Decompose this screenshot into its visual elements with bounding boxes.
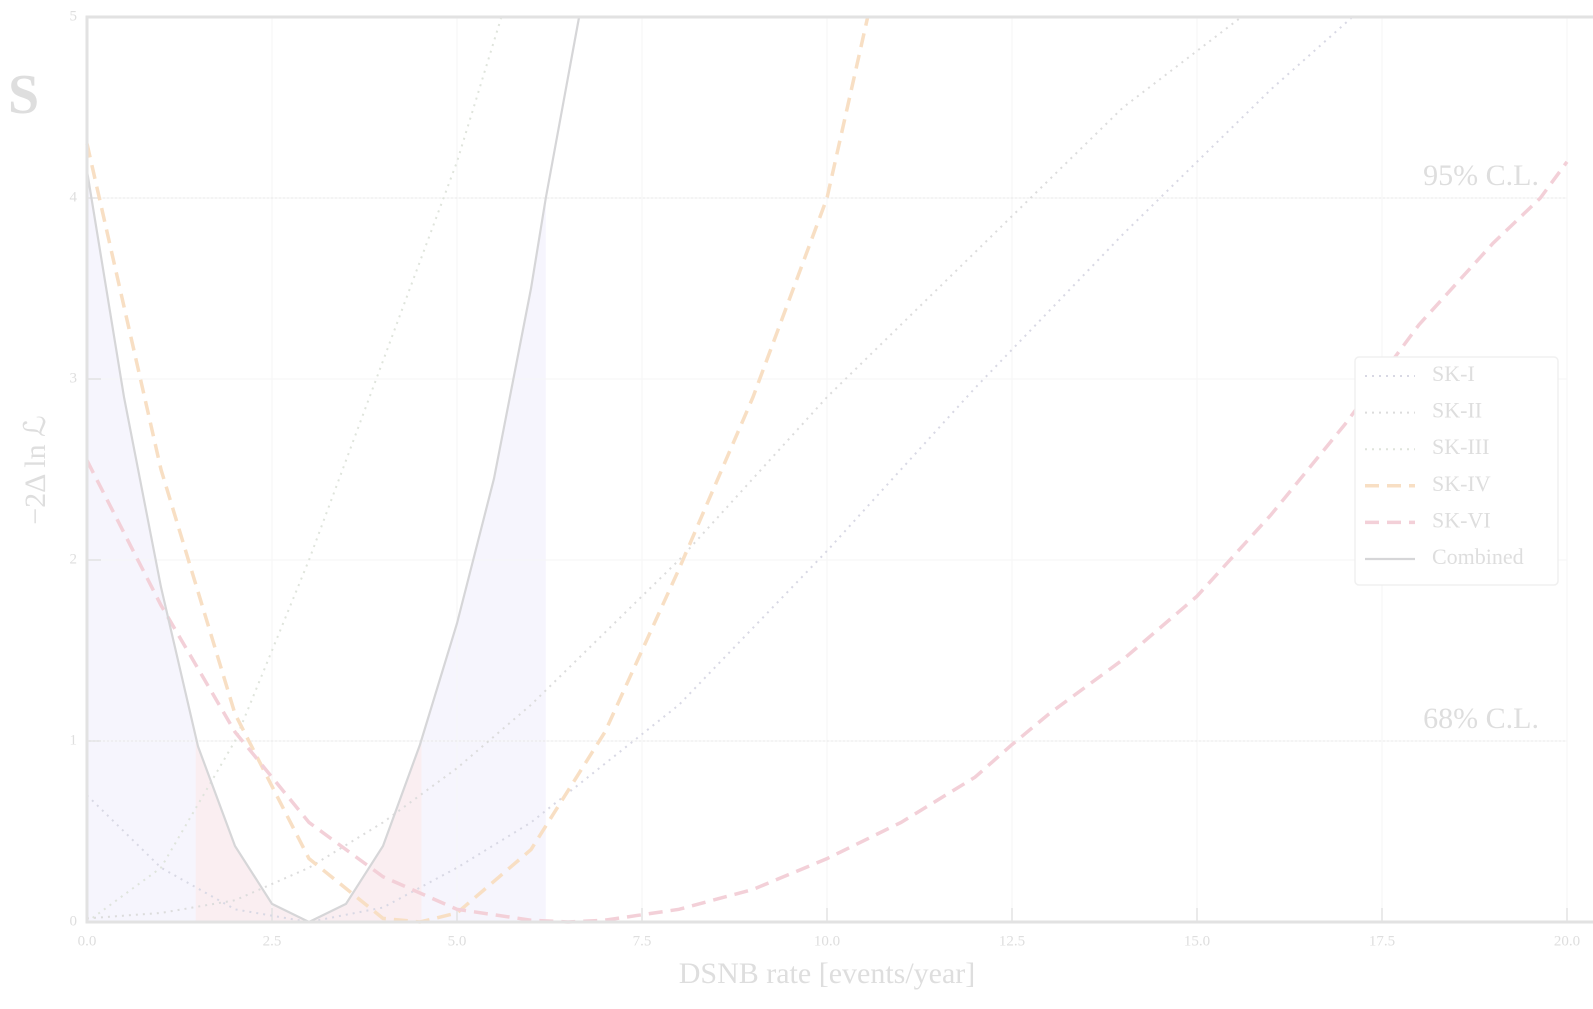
y-tick-label: 1 xyxy=(70,732,78,748)
y-tick-label: 2 xyxy=(70,551,78,567)
y-axis-label: −2Δ ln ℒ xyxy=(19,415,52,525)
y-tick-label: 5 xyxy=(70,8,78,24)
series-line xyxy=(86,16,1243,920)
shaded-band xyxy=(87,170,546,923)
plot-frame xyxy=(85,15,1593,924)
side-text: S xyxy=(8,64,39,126)
legend-label: SK-VI xyxy=(1432,507,1491,532)
x-tick-label: 12.5 xyxy=(999,933,1025,949)
x-tick-label: 17.5 xyxy=(1369,933,1395,949)
legend-label: SK-I xyxy=(1432,361,1475,386)
x-tick-label: 7.5 xyxy=(633,933,652,949)
series-line xyxy=(86,16,503,923)
y-tick-label: 4 xyxy=(70,189,78,205)
series-line xyxy=(85,16,581,924)
legend-label: SK-IV xyxy=(1432,471,1491,496)
x-tick-label: 5.0 xyxy=(448,933,467,949)
series-line xyxy=(85,16,870,924)
legend-box xyxy=(1354,356,1559,586)
x-axis-label: DSNB rate [events/year] xyxy=(679,957,976,990)
legend-label: SK-III xyxy=(1432,434,1489,459)
x-tick-label: 0.0 xyxy=(78,933,97,949)
y-tick-label: 3 xyxy=(70,370,78,386)
x-tick-label: 10.0 xyxy=(814,933,840,949)
y-tick-label: 0 xyxy=(70,913,78,929)
reference-label: 95% C.L. xyxy=(1423,159,1539,192)
legend-label: Combined xyxy=(1432,544,1524,569)
series-line xyxy=(86,16,1354,924)
x-tick-label: 2.5 xyxy=(263,933,282,949)
x-tick-label: 15.0 xyxy=(1184,933,1210,949)
reference-label: 68% C.L. xyxy=(1423,702,1539,735)
legend-label: SK-II xyxy=(1432,398,1482,423)
x-tick-label: 20.0 xyxy=(1554,933,1580,949)
